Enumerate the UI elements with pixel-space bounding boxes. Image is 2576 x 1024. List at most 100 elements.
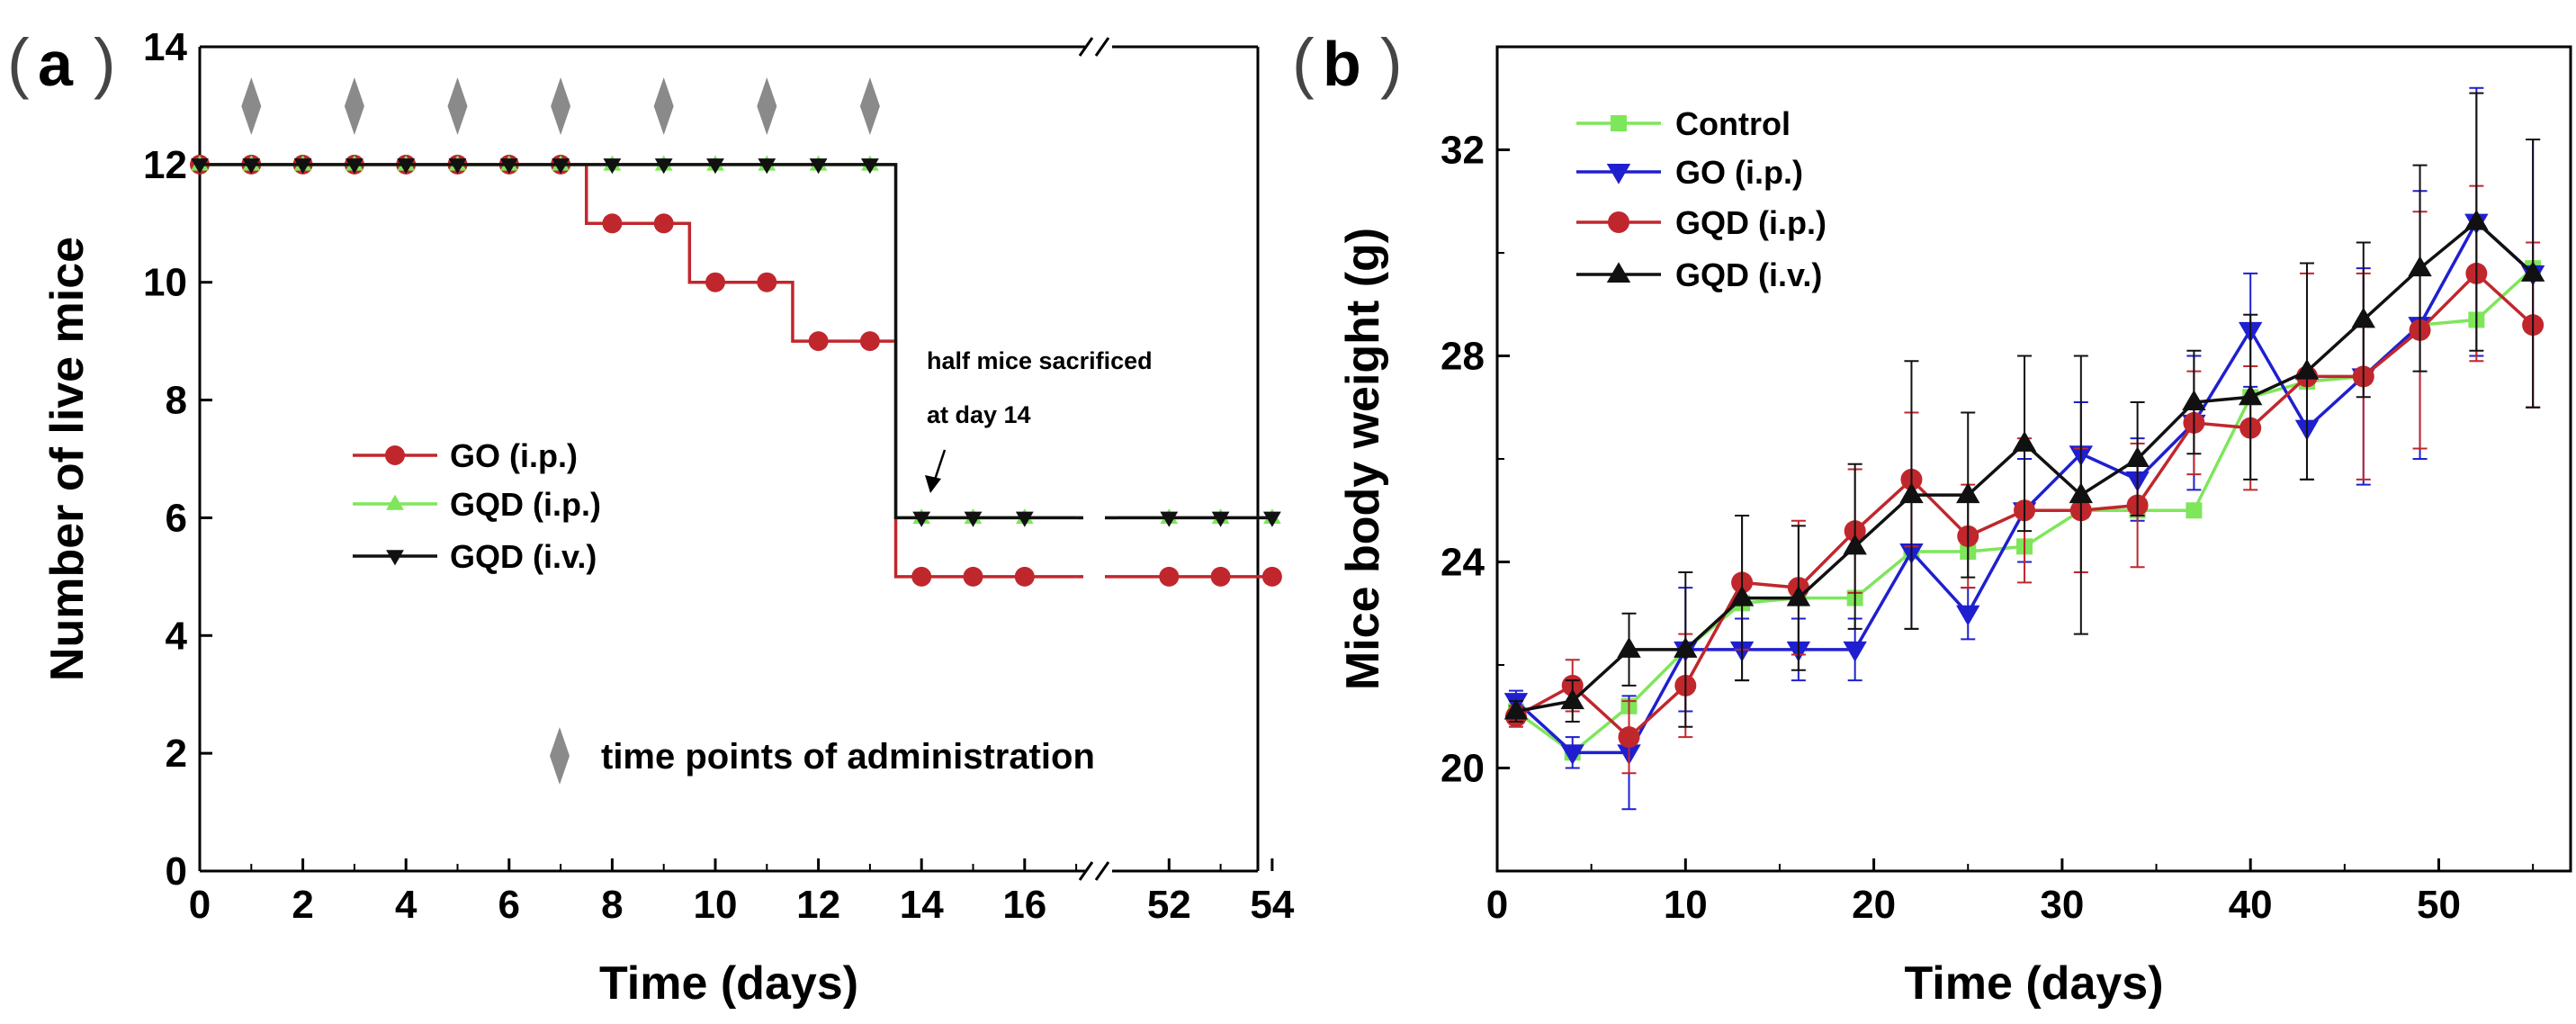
data-point-gqd_iv <box>191 158 209 175</box>
y-tick-label: 12 <box>143 143 187 187</box>
data-point-gqd_iv <box>448 158 467 175</box>
annotation-line-1: half mice sacrificed <box>927 347 1153 374</box>
x-tick-label: 6 <box>498 883 520 927</box>
x-tick-label: 0 <box>1486 883 1508 927</box>
annotation-arrow-shaft <box>932 449 947 483</box>
administration-diamond <box>757 77 777 135</box>
data-point-gqd_iv <box>603 158 622 175</box>
x-axis-title: Time (days) <box>599 957 858 1010</box>
legend-label-go: GO (i.p.) <box>450 437 578 474</box>
data-point-gqd_iv <box>758 158 776 175</box>
panel-b-paren-right: ) <box>1380 25 1403 100</box>
data-point-gqd_iv <box>293 158 312 175</box>
panel-b-paren-left: ( <box>1292 25 1315 100</box>
x-tick-label: 2 <box>292 883 313 927</box>
data-point-gqd_iv <box>706 158 724 175</box>
y-tick-label: 0 <box>166 849 187 894</box>
y-tick-label: 2 <box>166 732 187 776</box>
x-tick-label: 10 <box>694 883 738 927</box>
y-axis-title: Mice body weight (g) <box>1337 228 1389 690</box>
data-point-gqd_iv <box>654 158 673 175</box>
data-point-go <box>1159 566 1180 587</box>
x-tick-label: 4 <box>395 883 417 927</box>
data-point-gqd_iv <box>242 158 261 175</box>
data-point-gqd_iv_b <box>2351 307 2375 328</box>
administration-diamond <box>447 77 468 135</box>
data-point-gqd_iv_b <box>1503 698 1529 720</box>
axis-break-mark <box>1094 861 1110 881</box>
legend-label-gqd_ip: GQD (i.p.) <box>450 486 601 523</box>
data-point-gqd_iv <box>552 158 570 175</box>
data-point-go <box>859 331 880 352</box>
data-point-gqd_iv <box>1015 511 1034 527</box>
data-point-go_b <box>1560 744 1584 766</box>
data-point-go_b <box>1956 605 1980 626</box>
data-point-gqd_iv_b <box>2069 482 2094 504</box>
data-point-gqd_iv_b <box>1674 637 1698 658</box>
administration-diamond <box>344 77 364 135</box>
series-line-gqd-i-p- <box>200 163 1077 520</box>
legend-marker-go_b <box>1606 164 1631 184</box>
legend-marker-gqd_iv_b <box>1606 262 1631 283</box>
administration-diamond <box>551 77 571 135</box>
y-tick-label: 8 <box>166 379 187 423</box>
legend-label-gqd_ip_b: GQD (i.p.) <box>1675 204 1827 241</box>
x-tick-label: 50 <box>2417 883 2461 927</box>
legend-label-go_b: GO (i.p.) <box>1675 154 1803 191</box>
data-point-gqd_iv_b <box>1899 482 1924 504</box>
x-tick-label: 52 <box>1147 883 1191 927</box>
data-point-go_b <box>1843 641 1867 662</box>
x-tick-label: 12 <box>796 883 840 927</box>
data-point-go <box>705 272 725 292</box>
y-tick-label: 32 <box>1441 129 1485 173</box>
data-point-gqd_iv <box>346 158 364 175</box>
data-point-go <box>963 566 983 587</box>
data-point-gqd_iv_b <box>1617 637 1641 658</box>
y-tick-label: 28 <box>1441 335 1485 379</box>
axis-break-mark <box>1078 861 1094 881</box>
legend-marker-gqd_iv <box>386 550 404 566</box>
data-point-gqd_iv_b <box>1729 585 1755 606</box>
data-point-gqd_iv_b <box>2012 431 2037 452</box>
administration-diamond <box>241 77 262 135</box>
data-point-go <box>1014 566 1035 587</box>
data-point-go <box>1210 566 1231 587</box>
data-point-gqd_iv <box>499 158 518 175</box>
data-point-gqd_iv_b <box>1786 585 1811 606</box>
data-point-go <box>757 272 777 292</box>
data-point-gqd_iv_b <box>2125 446 2150 467</box>
panel-b-letter: b <box>1323 29 1361 99</box>
panel-b-chart: 20 24 28 32 0 10 20 30 40 50 Time (days) Mice body … <box>1337 45 2572 1010</box>
administration-diamond <box>859 77 880 135</box>
x-tick-label: 40 <box>2229 883 2273 927</box>
legend-marker-gqd_ip <box>386 494 404 510</box>
y-tick-label: 10 <box>143 261 187 305</box>
x-tick-label: 20 <box>1852 883 1896 927</box>
annotation-arrow-head <box>925 475 941 493</box>
legend-marker-go <box>385 445 405 465</box>
data-point-go <box>911 566 932 587</box>
legend-label-gqd_iv: GQD (i.v.) <box>450 538 597 575</box>
data-point-gqd_iv_b <box>2520 261 2545 282</box>
x-tick-label: 54 <box>1250 883 1294 927</box>
annotation-line-2: at day 14 <box>927 401 1031 428</box>
data-point-gqd_iv_b <box>2182 390 2206 411</box>
x-axis-title: Time (days) <box>1904 957 2163 1010</box>
data-point-gqd_iv <box>964 511 983 527</box>
legend-marker-control <box>1611 115 1627 131</box>
data-point-gqd_iv_b <box>1843 534 1867 555</box>
y-tick-label: 4 <box>166 614 188 658</box>
data-point-go <box>602 213 623 234</box>
data-point-go <box>1261 566 1282 587</box>
panel-a-letter: a <box>38 29 74 99</box>
data-point-gqd_iv_b <box>1560 688 1584 710</box>
x-tick-label: 10 <box>1664 883 1708 927</box>
legend-marker-gqd_ip_b <box>1608 211 1629 233</box>
data-point-gqd_iv_b <box>1956 482 1980 504</box>
data-point-gqd_iv_b <box>2294 358 2320 380</box>
legend-label-gqd_iv_b: GQD (i.v.) <box>1675 256 1822 293</box>
data-point-go <box>808 331 829 352</box>
x-tick-label: 30 <box>2040 883 2084 927</box>
data-point-go <box>653 213 674 234</box>
